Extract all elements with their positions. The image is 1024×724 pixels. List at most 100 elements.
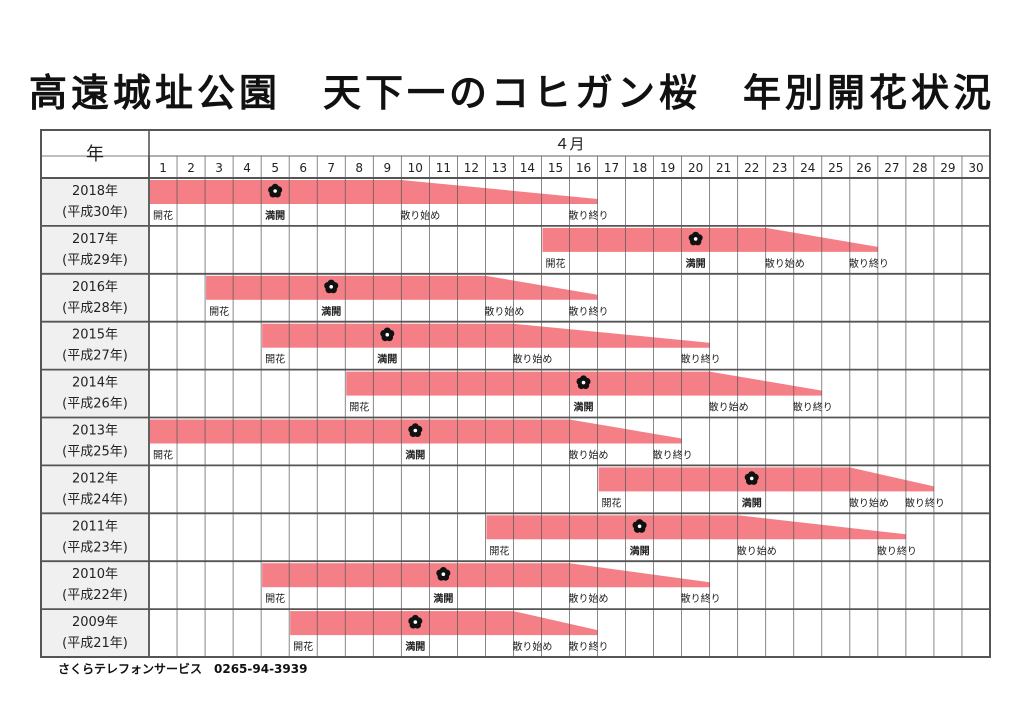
- scatter-end-label: 散り終り: [569, 640, 609, 653]
- scatter-start-label: 散り始め: [512, 353, 552, 366]
- bloom-label: 開花: [153, 449, 173, 462]
- day-label: 21: [716, 161, 731, 175]
- cherry-blossom-icon: [436, 567, 451, 581]
- scatter-start-label: 散り始め: [765, 257, 805, 270]
- day-label: 3: [215, 161, 223, 175]
- row-year: 2016年: [72, 280, 118, 295]
- full-bloom-label: 満開: [742, 496, 762, 509]
- page-title: 高遠城址公園 天下一のコヒガン桜 年別開花状況: [28, 70, 995, 115]
- year-cell-bg: [41, 321, 149, 370]
- scatter-start-label: 散り始め: [512, 640, 552, 653]
- scatter-bar: [569, 563, 710, 588]
- day-label: 22: [744, 161, 759, 175]
- scatter-start-label: 散り始め: [569, 449, 609, 462]
- scatter-start-label: 散り始め: [849, 496, 889, 509]
- cherry-blossom-icon: [408, 614, 423, 629]
- day-label: 7: [327, 161, 335, 175]
- scatter-bar: [513, 323, 710, 348]
- bloom-bar: [262, 563, 570, 588]
- day-label: 14: [520, 161, 535, 175]
- day-label: 11: [436, 161, 451, 175]
- day-label: 20: [688, 161, 703, 175]
- year-cell-bg: [41, 273, 149, 322]
- full-bloom-label: 満開: [265, 209, 285, 222]
- day-label: 19: [660, 161, 675, 175]
- scatter-end-label: 散り終り: [681, 353, 721, 366]
- row-era: (平成26年): [62, 397, 128, 412]
- bloom-label: 開花: [153, 209, 173, 222]
- bloom-bar: [486, 515, 738, 540]
- day-label: 26: [856, 161, 871, 175]
- year-cell-bg: [41, 561, 149, 610]
- day-label: 2: [187, 161, 195, 175]
- row-year: 2013年: [72, 424, 118, 439]
- year-cell-bg: [41, 513, 149, 562]
- day-label: 9: [383, 161, 391, 175]
- day-label: 5: [271, 161, 279, 175]
- row-era: (平成21年): [62, 636, 128, 651]
- year-cell-bg: [41, 369, 149, 418]
- day-label: 1: [159, 161, 167, 175]
- footer-contact: さくらテレフォンサービス 0265-94-3939: [58, 662, 308, 676]
- day-label: 28: [912, 161, 927, 175]
- day-label: 17: [604, 161, 619, 175]
- full-bloom-label: 満開: [321, 305, 341, 318]
- cherry-blossom-icon: [408, 423, 423, 438]
- day-label: 29: [940, 161, 955, 175]
- cherry-blossom-icon: [744, 471, 759, 485]
- row-era: (平成27年): [62, 349, 128, 364]
- bloom-label: 開花: [209, 305, 229, 318]
- row-era: (平成30年): [62, 205, 128, 220]
- row-year: 2014年: [72, 376, 118, 391]
- row-era: (平成24年): [62, 492, 128, 507]
- scatter-start-label: 散り始め: [400, 209, 440, 222]
- day-label: 18: [632, 161, 647, 175]
- bloom-label: 開花: [265, 353, 285, 366]
- row-year: 2018年: [72, 184, 118, 199]
- cherry-blossom-icon: [688, 231, 703, 246]
- scatter-bar: [849, 467, 934, 492]
- year-header: 年: [86, 144, 104, 165]
- scatter-start-label: 散り始め: [569, 592, 609, 605]
- full-bloom-label: 満開: [630, 544, 650, 557]
- bloom-label: 開花: [293, 640, 313, 653]
- day-label: 10: [408, 161, 423, 175]
- bloom-label: 開花: [489, 544, 509, 557]
- day-label: 25: [828, 161, 843, 175]
- cherry-blossom-icon: [632, 519, 647, 533]
- day-label: 27: [884, 161, 899, 175]
- bloom-bar: [206, 275, 486, 300]
- day-label: 24: [800, 161, 815, 175]
- cherry-blossom-icon: [268, 183, 283, 198]
- scatter-end-label: 散り終り: [905, 496, 945, 509]
- year-cell-bg: [41, 417, 149, 466]
- year-cell-bg: [41, 225, 149, 274]
- table-border: [40, 129, 991, 658]
- row-year: 2015年: [72, 328, 118, 343]
- row-year: 2012年: [72, 471, 118, 486]
- month-header: ４月: [554, 135, 584, 153]
- scatter-bar: [401, 180, 598, 204]
- bloom-bar: [290, 611, 514, 636]
- row-era: (平成28年): [62, 301, 128, 316]
- full-bloom-label: 満開: [433, 592, 453, 605]
- cherry-blossom-icon: [576, 375, 591, 390]
- day-label: 8: [355, 161, 363, 175]
- bloom-bar: [150, 419, 570, 444]
- row-year: 2009年: [72, 615, 118, 630]
- scatter-end-label: 散り終り: [877, 544, 917, 557]
- full-bloom-label: 満開: [405, 640, 425, 653]
- cherry-blossom-icon: [324, 279, 339, 294]
- year-cell-bg: [41, 178, 149, 226]
- row-year: 2011年: [72, 519, 118, 534]
- scatter-end-label: 散り終り: [849, 257, 889, 270]
- row-year: 2017年: [72, 232, 118, 247]
- full-bloom-label: 満開: [377, 353, 397, 366]
- scatter-start-label: 散り始め: [737, 544, 777, 557]
- year-cell-bg: [41, 609, 149, 657]
- row-era: (平成29年): [62, 253, 128, 268]
- row-year: 2010年: [72, 567, 118, 582]
- bloom-bar: [346, 371, 710, 396]
- scatter-start-label: 散り始め: [709, 401, 749, 414]
